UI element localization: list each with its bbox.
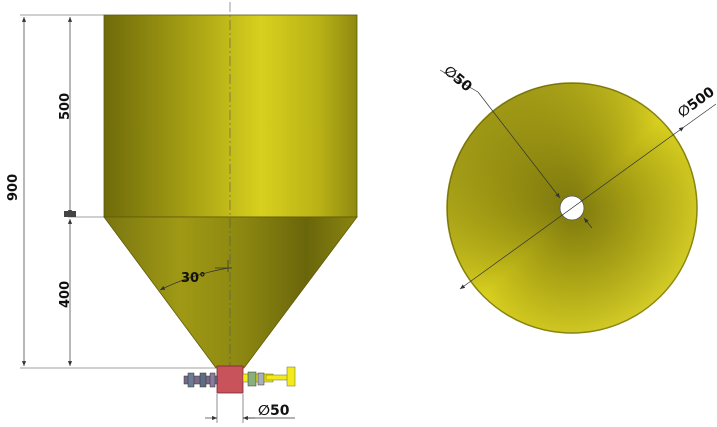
outlet-pipe xyxy=(216,365,244,394)
inner-diameter-label: ∅50 xyxy=(440,63,475,96)
valve-right-handle xyxy=(242,366,296,387)
angle-annotation xyxy=(159,260,232,291)
side-view: 900 500 400 30° ∅50 xyxy=(6,2,358,423)
outlet-diameter-label: ∅50 xyxy=(258,403,290,419)
outlet-diameter-dimension xyxy=(205,394,295,423)
outer-diameter-label: ∅500 xyxy=(675,84,717,121)
dimension-900 xyxy=(20,14,216,369)
angle-label: 30° xyxy=(181,271,206,286)
hopper-cylinder xyxy=(103,14,358,218)
outer-diameter-leader xyxy=(459,103,717,290)
hopper-cone xyxy=(103,216,358,369)
dim-cylinder-height: 500 xyxy=(58,93,73,120)
dim-cone-height: 400 xyxy=(58,281,73,308)
top-view: ∅50 ∅500 xyxy=(439,63,717,334)
dim-total-height: 900 xyxy=(6,174,21,201)
dimension-500 xyxy=(64,17,104,218)
valve-left-bolts xyxy=(183,372,218,388)
